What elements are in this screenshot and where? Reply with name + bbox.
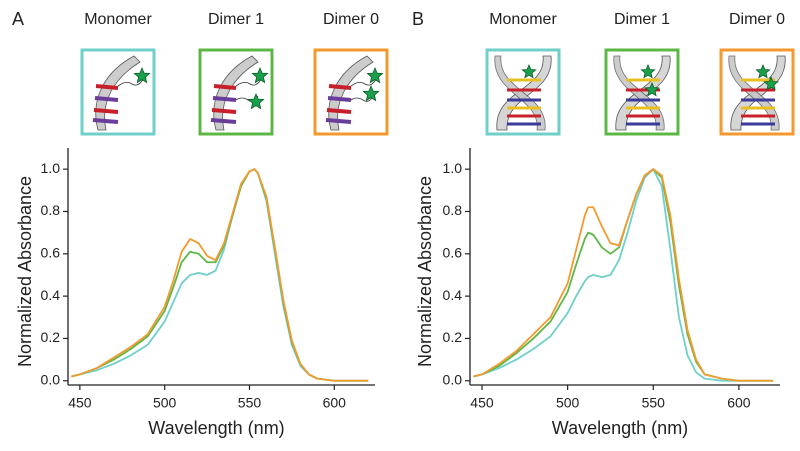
y-tick-label: 0.4 xyxy=(443,287,463,303)
star-icon xyxy=(362,84,380,102)
y-tick-label: 0.6 xyxy=(41,245,61,261)
base-icon xyxy=(210,118,237,124)
linker-icon xyxy=(117,77,145,87)
legend-label: Monomer xyxy=(489,11,557,28)
legend-label: Dimer 0 xyxy=(323,11,379,28)
y-tick-label: 1.0 xyxy=(443,160,463,176)
star-icon xyxy=(251,66,269,84)
y-tick-label: 0.2 xyxy=(443,329,463,345)
x-tick-label: 550 xyxy=(238,395,262,411)
base-icon xyxy=(212,96,237,102)
star-icon xyxy=(755,63,771,79)
y-tick-label: 0.0 xyxy=(443,371,463,387)
x-tick-label: 450 xyxy=(68,395,92,411)
base-icon xyxy=(95,84,119,90)
x-axis-label: Wavelength (nm) xyxy=(552,418,688,438)
star-icon xyxy=(763,75,779,91)
base-icon xyxy=(325,118,352,124)
x-tick-label: 450 xyxy=(470,395,494,411)
spectrum-line xyxy=(473,168,774,382)
x-tick-label: 500 xyxy=(153,395,177,411)
spectrum-line xyxy=(71,168,369,382)
base-icon xyxy=(94,96,119,102)
base-icon xyxy=(213,84,237,90)
panel-label: B xyxy=(412,9,424,29)
base-icon xyxy=(327,96,352,102)
x-axis-label: Wavelength (nm) xyxy=(148,418,284,438)
legend-icon xyxy=(719,48,795,136)
legend-icon xyxy=(198,48,274,136)
legend-label: Dimer 1 xyxy=(614,11,670,28)
x-tick-label: 600 xyxy=(323,395,347,411)
y-tick-label: 0.6 xyxy=(443,245,463,261)
legend-icon xyxy=(485,48,561,136)
star-icon xyxy=(644,81,660,97)
linker-icon xyxy=(350,77,378,87)
legend-box xyxy=(198,48,274,136)
legend-label: Dimer 0 xyxy=(729,11,785,28)
star-icon xyxy=(247,92,265,110)
y-tick-label: 0.2 xyxy=(41,329,61,345)
y-tick-label: 0.0 xyxy=(41,371,61,387)
legend-icon xyxy=(604,48,680,136)
y-tick-label: 0.8 xyxy=(443,202,463,218)
spectrum-line xyxy=(71,168,369,382)
base-icon xyxy=(93,108,119,114)
spectrum-line xyxy=(71,168,369,382)
y-tick-label: 0.4 xyxy=(41,287,61,303)
y-axis-label: Normalized Absorbance xyxy=(15,176,35,367)
base-icon xyxy=(211,108,237,114)
base-icon xyxy=(326,108,352,114)
legend-label: Dimer 1 xyxy=(208,11,264,28)
x-tick-label: 600 xyxy=(727,395,751,411)
x-tick-label: 500 xyxy=(556,395,580,411)
base-icon xyxy=(92,118,119,124)
legend-icon xyxy=(313,48,389,136)
star-icon xyxy=(640,63,656,79)
legend-label: Monomer xyxy=(84,11,152,28)
y-tick-label: 1.0 xyxy=(41,160,61,176)
x-tick-label: 550 xyxy=(642,395,666,411)
linker-icon xyxy=(350,95,374,102)
legend-icon xyxy=(80,48,156,136)
star-icon xyxy=(366,66,384,84)
star-icon xyxy=(133,66,151,84)
star-icon xyxy=(521,63,537,79)
base-icon xyxy=(328,84,352,90)
linker-icon xyxy=(235,77,263,87)
spectrum-line xyxy=(473,168,774,382)
y-axis-label: Normalized Absorbance xyxy=(415,176,435,367)
panel-label: A xyxy=(12,9,24,29)
y-tick-label: 0.8 xyxy=(41,202,61,218)
